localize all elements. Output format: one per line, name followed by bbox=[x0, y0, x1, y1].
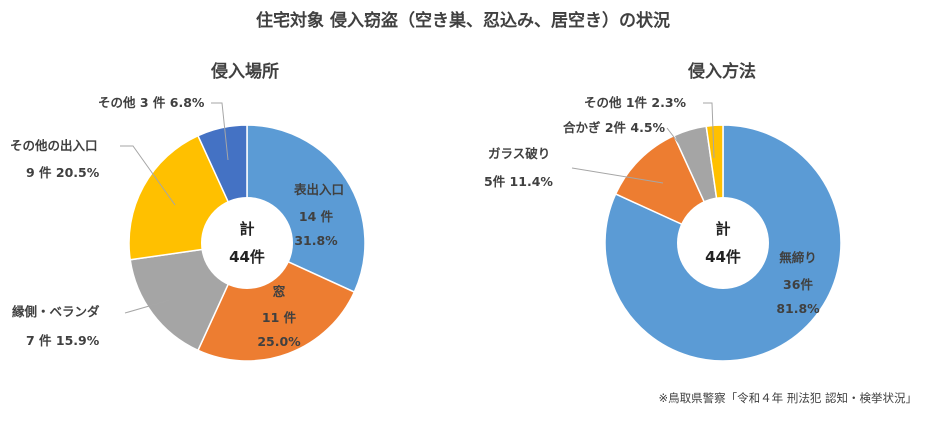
chart2-label-glass-name: ガラス破り bbox=[488, 146, 550, 161]
chart1-leader-veranda bbox=[124, 299, 171, 314]
chart1-center-label: 計 bbox=[239, 220, 254, 238]
chart1-label-front-door-percent: 31.8% bbox=[294, 233, 338, 248]
chart1-label-window-percent: 25.0% bbox=[257, 334, 301, 349]
chart2-label-unlocked-name: 無締り bbox=[779, 250, 817, 265]
chart2-label-other: その他 1件 2.3% bbox=[584, 95, 687, 110]
chart1-leader-other bbox=[211, 102, 229, 161]
chart2-center-label: 計 bbox=[715, 220, 730, 238]
chart1-label-other-entrance-value: 9 件 20.5% bbox=[26, 165, 100, 180]
chart2-center-value: 44件 bbox=[705, 248, 741, 266]
chart2-label-glass-value: 5件 11.4% bbox=[484, 174, 553, 189]
chart1-label-other: その他 3 件 6.8% bbox=[98, 95, 205, 110]
chart1-title: 侵入場所 bbox=[210, 61, 279, 82]
source-note: ※鳥取県警察「令和４年 刑法犯 認知・検挙状況」 bbox=[659, 391, 917, 405]
chart1-label-front-door-name: 表出入口 bbox=[293, 182, 344, 197]
chart2-donut-hole bbox=[677, 197, 769, 289]
chart2-label-unlocked-percent: 81.8% bbox=[776, 301, 820, 316]
chart-title: 住宅対象 侵入窃盗（空き巣、忍込み、居空き）の状況 bbox=[256, 10, 670, 31]
chart2-label-key: 合かぎ 2件 4.5% bbox=[563, 120, 666, 135]
chart1-center-value: 44件 bbox=[229, 248, 265, 266]
chart1-label-front-door-count: 14 件 bbox=[299, 209, 334, 224]
chart2-leader-key bbox=[666, 127, 691, 159]
chart1-label-other-entrance-name: その他の出入口 bbox=[10, 138, 98, 153]
chart1-label-veranda-value: 7 件 15.9% bbox=[26, 333, 100, 348]
chart1-donut-hole bbox=[201, 197, 293, 289]
chart1-label-veranda-name: 縁側・ベランダ bbox=[12, 304, 100, 319]
chart2-leader-glass bbox=[571, 167, 664, 184]
chart2-label-unlocked-count: 36件 bbox=[783, 277, 813, 292]
chart2-leader-other bbox=[703, 102, 715, 159]
chart2-title: 侵入方法 bbox=[687, 61, 756, 82]
chart1-leader-other-entrance bbox=[120, 145, 176, 206]
chart1-label-window-name: 窓 bbox=[273, 284, 286, 299]
chart1-label-window-count: 11 件 bbox=[262, 310, 297, 325]
